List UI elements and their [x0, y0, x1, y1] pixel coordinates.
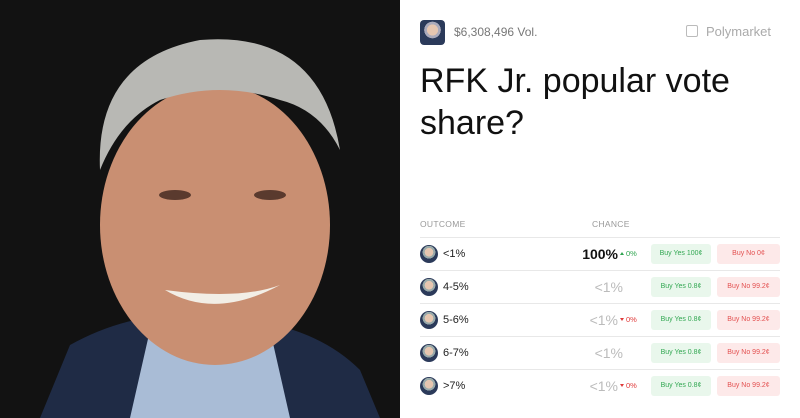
- outcome-avatar: [420, 311, 438, 329]
- buy-no-button[interactable]: Buy No 99.2¢: [717, 310, 780, 330]
- chance: <1%: [594, 279, 623, 295]
- column-header: CHANCE: [592, 219, 630, 229]
- row-separator: [420, 303, 780, 304]
- change: 0%: [620, 249, 637, 258]
- row-separator: [420, 369, 780, 370]
- change-value: 0%: [626, 315, 637, 324]
- change-arrow: [620, 384, 624, 387]
- smile: [165, 285, 280, 304]
- chance: <1%: [594, 345, 623, 361]
- outcome-avatar: [420, 377, 438, 395]
- face: [100, 85, 330, 365]
- change-arrow: [620, 252, 624, 255]
- change-value: 0%: [626, 381, 637, 390]
- photo: [0, 0, 400, 418]
- outcome-label: 4-5%: [443, 281, 469, 293]
- title: RFK Jr. popular vote share?: [420, 62, 730, 142]
- change: 0%: [620, 315, 637, 324]
- eye: [159, 190, 191, 200]
- buy-yes-button[interactable]: Buy Yes 0.8¢: [651, 310, 711, 330]
- row-separator: [420, 336, 780, 337]
- buy-no-button[interactable]: Buy No 99.2¢: [717, 277, 780, 297]
- buy-no-button[interactable]: Buy No 99.2¢: [717, 343, 780, 363]
- buy-yes-button[interactable]: Buy Yes 0.8¢: [651, 343, 711, 363]
- column-header: OUTCOME: [420, 219, 466, 229]
- hair: [99, 39, 340, 170]
- row-separator: [420, 237, 780, 238]
- buy-yes-button[interactable]: Buy Yes 100¢: [651, 244, 711, 264]
- chance: <1%: [589, 378, 618, 394]
- outcome-label: <1%: [443, 248, 466, 260]
- change-value: 0%: [626, 249, 637, 258]
- eye: [254, 190, 286, 200]
- brand: Polymarket: [706, 24, 772, 39]
- buy-yes-button[interactable]: Buy Yes 0.8¢: [651, 376, 711, 396]
- market-avatar: [420, 20, 445, 45]
- chance: 100%: [582, 246, 618, 262]
- outcome-label: 6-7%: [443, 347, 469, 359]
- outcome-label: 5-6%: [443, 314, 469, 326]
- brand-icon: [686, 25, 698, 37]
- change: 0%: [620, 381, 637, 390]
- outcome-label: >7%: [443, 380, 466, 392]
- buy-no-button[interactable]: Buy No 99.2¢: [717, 376, 780, 396]
- outcome-avatar: [420, 344, 438, 362]
- buy-no-button[interactable]: Buy No 0¢: [717, 244, 780, 264]
- outcome-avatar: [420, 278, 438, 296]
- row-separator: [420, 270, 780, 271]
- outcome-avatar: [420, 245, 438, 263]
- chance: <1%: [589, 312, 618, 328]
- change-arrow: [620, 318, 624, 321]
- volume: $6,308,496 Vol.: [454, 25, 538, 39]
- buy-yes-button[interactable]: Buy Yes 0.8¢: [651, 277, 711, 297]
